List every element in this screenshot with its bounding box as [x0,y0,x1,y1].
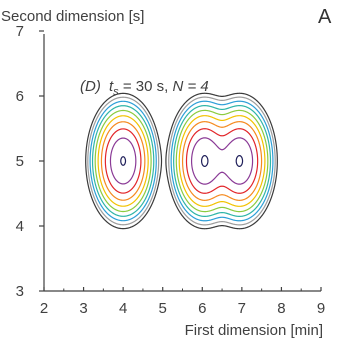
x-ticks: 2 3 4 5 6 7 8 9 [40,287,325,317]
annotation-time-sub: s [113,86,119,98]
x-tick-label: 5 [159,300,167,317]
contour-layer [85,92,278,230]
y-tick-label: 7 [16,23,24,40]
y-axis-title: Second dimension [s] [1,8,144,25]
contour-line-2 [87,96,276,226]
x-tick-label: 3 [79,300,87,317]
y-tick-label: 4 [16,218,24,235]
x-axis-title: First dimension [min] [185,322,323,339]
annotation-label: (D) [80,78,101,95]
y-tick-label: 5 [16,153,24,170]
annotation: (D) ts = 30 s, N = 4 [80,78,209,98]
contour-line-1 [85,92,278,230]
contour-line-7 [100,121,263,201]
contour-line-10 [120,155,244,167]
y-tick-label: 3 [16,283,24,300]
x-tick-label: 2 [40,300,48,317]
contour-line-5 [94,109,269,213]
contour-line-9 [109,137,254,185]
contour-line-8 [104,128,259,194]
x-tick-label: 6 [198,300,206,317]
panel-label: A [318,6,332,28]
contour-line-3 [89,100,274,222]
y-ticks: 3 4 5 6 7 [16,23,44,300]
x-tick-label: 8 [277,300,285,317]
contour-line-6 [97,115,266,207]
x-tick-label: 7 [238,300,246,317]
contour-line-4 [91,105,272,217]
annotation-n: N = 4 [172,78,208,95]
annotation-time-var: t [109,78,114,95]
annotation-time-value: = 30 s, [119,78,173,95]
y-tick-label: 6 [16,88,24,105]
x-tick-label: 9 [317,300,325,317]
x-tick-label: 4 [119,300,127,317]
